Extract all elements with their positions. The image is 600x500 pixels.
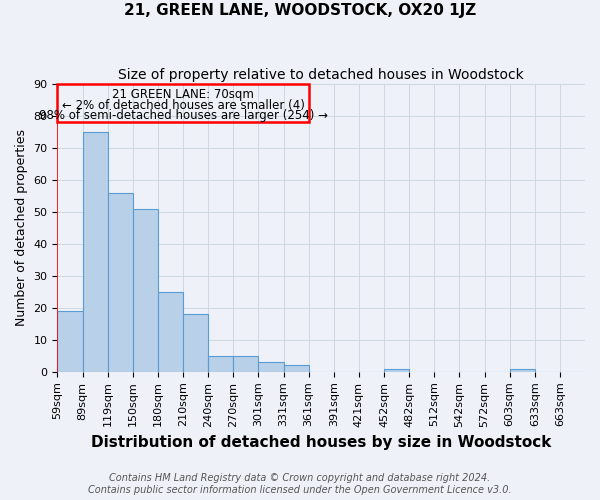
Bar	[83, 132, 107, 372]
Bar	[208, 356, 233, 372]
X-axis label: Distribution of detached houses by size in Woodstock: Distribution of detached houses by size …	[91, 435, 551, 450]
Bar	[107, 193, 133, 372]
Text: 98% of semi-detached houses are larger (254) →: 98% of semi-detached houses are larger (…	[38, 109, 328, 122]
Title: Size of property relative to detached houses in Woodstock: Size of property relative to detached ho…	[118, 68, 524, 82]
Text: 21 GREEN LANE: 70sqm: 21 GREEN LANE: 70sqm	[112, 88, 254, 102]
Bar	[384, 368, 409, 372]
Bar	[509, 368, 535, 372]
Bar	[58, 84, 308, 122]
Bar	[158, 292, 183, 372]
Bar	[58, 311, 83, 372]
Bar	[233, 356, 259, 372]
Y-axis label: Number of detached properties: Number of detached properties	[15, 130, 28, 326]
Bar	[133, 209, 158, 372]
Text: ← 2% of detached houses are smaller (4): ← 2% of detached houses are smaller (4)	[62, 98, 304, 112]
Text: Contains HM Land Registry data © Crown copyright and database right 2024.
Contai: Contains HM Land Registry data © Crown c…	[88, 474, 512, 495]
Bar	[259, 362, 284, 372]
Bar	[183, 314, 208, 372]
Text: 21, GREEN LANE, WOODSTOCK, OX20 1JZ: 21, GREEN LANE, WOODSTOCK, OX20 1JZ	[124, 2, 476, 18]
Bar	[284, 366, 308, 372]
